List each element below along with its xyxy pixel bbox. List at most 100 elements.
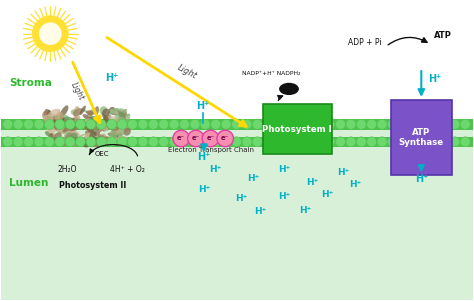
Ellipse shape [107, 108, 119, 115]
Ellipse shape [48, 133, 54, 139]
Circle shape [336, 137, 346, 147]
Text: e⁻: e⁻ [207, 135, 215, 141]
Circle shape [377, 119, 387, 129]
Ellipse shape [80, 136, 90, 145]
Circle shape [450, 119, 460, 129]
Ellipse shape [43, 142, 56, 145]
Text: Lumen: Lumen [9, 178, 48, 188]
Ellipse shape [43, 115, 53, 122]
Ellipse shape [84, 133, 91, 140]
Circle shape [148, 119, 158, 129]
Ellipse shape [121, 118, 125, 124]
Text: Stroma: Stroma [9, 78, 52, 88]
Ellipse shape [72, 141, 77, 146]
Ellipse shape [67, 134, 77, 142]
Ellipse shape [61, 115, 69, 122]
Ellipse shape [85, 118, 93, 123]
Ellipse shape [44, 109, 53, 122]
Circle shape [96, 137, 106, 147]
Ellipse shape [59, 126, 68, 134]
Circle shape [169, 119, 179, 129]
Text: e⁻: e⁻ [221, 135, 229, 141]
Ellipse shape [93, 129, 100, 137]
Bar [0, 119, 474, 129]
Text: H⁺: H⁺ [210, 165, 222, 174]
Ellipse shape [109, 107, 116, 114]
Ellipse shape [72, 120, 76, 125]
Ellipse shape [102, 133, 106, 138]
Ellipse shape [105, 136, 109, 139]
FancyBboxPatch shape [263, 104, 331, 154]
Circle shape [419, 137, 428, 147]
Circle shape [65, 119, 75, 129]
Ellipse shape [64, 119, 69, 123]
Text: H⁺: H⁺ [349, 180, 361, 189]
Text: H⁺: H⁺ [278, 192, 291, 201]
Ellipse shape [46, 116, 59, 118]
Text: ATP: ATP [434, 31, 452, 40]
Text: H⁺: H⁺ [278, 165, 291, 174]
Circle shape [86, 119, 96, 129]
Ellipse shape [81, 108, 89, 113]
Circle shape [232, 119, 241, 129]
Circle shape [325, 137, 335, 147]
Ellipse shape [85, 130, 91, 137]
Ellipse shape [115, 113, 124, 122]
Circle shape [388, 137, 398, 147]
Ellipse shape [53, 119, 61, 126]
Ellipse shape [51, 117, 59, 126]
Ellipse shape [122, 114, 130, 118]
Circle shape [398, 119, 408, 129]
Ellipse shape [73, 106, 80, 118]
Circle shape [3, 137, 13, 147]
Circle shape [159, 137, 169, 147]
Ellipse shape [80, 138, 89, 147]
Ellipse shape [60, 116, 73, 123]
Circle shape [367, 119, 377, 129]
Ellipse shape [108, 132, 118, 137]
Ellipse shape [67, 130, 73, 134]
Ellipse shape [74, 124, 77, 131]
Ellipse shape [121, 126, 135, 131]
Ellipse shape [45, 119, 51, 130]
Ellipse shape [122, 127, 132, 130]
Ellipse shape [116, 120, 124, 127]
Ellipse shape [59, 117, 65, 122]
Ellipse shape [105, 116, 119, 122]
Ellipse shape [49, 114, 63, 119]
Ellipse shape [80, 106, 86, 115]
Ellipse shape [86, 123, 94, 133]
Text: H⁺: H⁺ [300, 206, 311, 215]
Circle shape [32, 16, 68, 52]
Circle shape [24, 137, 34, 147]
Text: H⁺: H⁺ [321, 190, 333, 198]
Circle shape [439, 137, 449, 147]
Circle shape [315, 119, 325, 129]
Circle shape [138, 137, 148, 147]
Ellipse shape [57, 137, 63, 141]
Ellipse shape [45, 131, 50, 136]
Ellipse shape [112, 133, 122, 140]
Bar [0, 137, 474, 147]
Circle shape [202, 130, 219, 147]
Circle shape [34, 119, 44, 129]
Circle shape [96, 119, 106, 129]
Circle shape [76, 137, 85, 147]
Ellipse shape [63, 141, 71, 145]
Text: H⁺: H⁺ [307, 178, 319, 187]
Ellipse shape [65, 132, 72, 142]
Ellipse shape [48, 109, 60, 117]
Text: H⁺: H⁺ [247, 174, 260, 183]
Ellipse shape [111, 126, 118, 134]
Circle shape [419, 119, 428, 129]
Circle shape [315, 137, 325, 147]
Circle shape [263, 119, 273, 129]
Ellipse shape [105, 117, 109, 128]
Circle shape [138, 119, 148, 129]
Circle shape [336, 119, 346, 129]
Circle shape [128, 119, 137, 129]
Ellipse shape [121, 109, 127, 114]
Text: H⁺: H⁺ [337, 168, 349, 177]
Circle shape [45, 119, 55, 129]
Circle shape [263, 137, 273, 147]
